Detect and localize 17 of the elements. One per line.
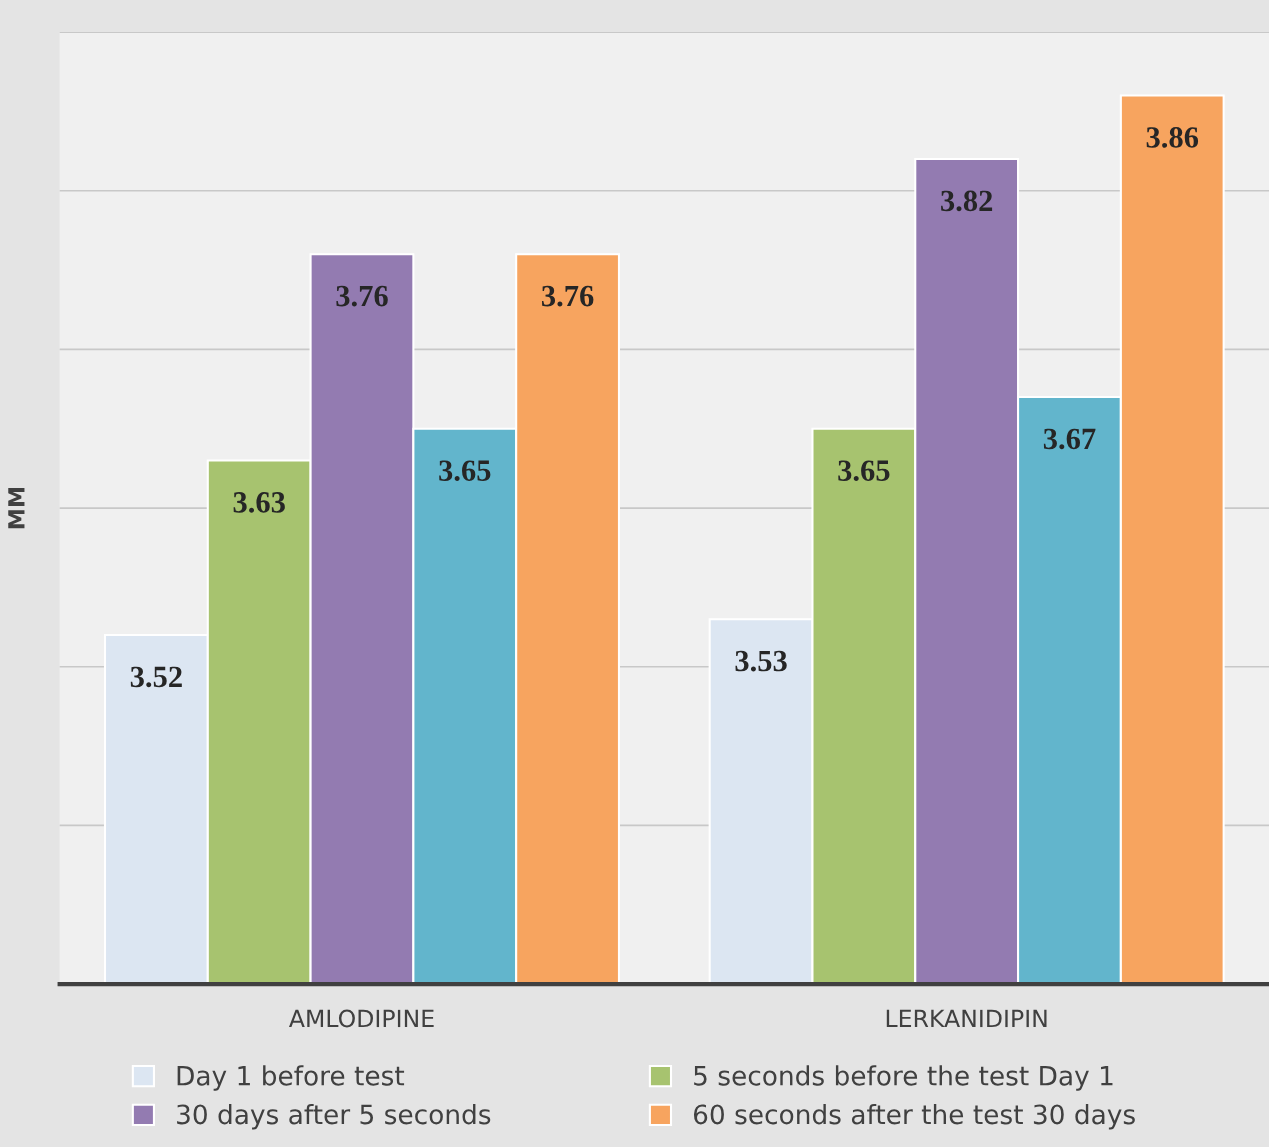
data-label: 3.86	[1146, 127, 1199, 148]
data-label: 3.65	[838, 460, 890, 482]
x-tick-label: AMLODIPINE	[289, 1009, 434, 1028]
legend-label: Day 1 before test	[177, 1065, 405, 1091]
data-label: 3.53	[735, 650, 787, 672]
data-label: 3.76	[541, 285, 594, 307]
data-label: 3.76	[336, 285, 388, 307]
data-label: 3.52	[130, 666, 182, 688]
data-label: 3.67	[1043, 428, 1096, 450]
data-label: 3.82	[941, 190, 993, 212]
legend-label: 30 days after 5 seconds	[177, 1103, 491, 1130]
x-tick-label: LERKANIDIPIN	[886, 1009, 1047, 1028]
legend-label: 5 seconds before the test Day 1	[694, 1065, 1113, 1091]
y-axis-title: MM	[8, 488, 25, 529]
data-label: 3.63	[233, 492, 285, 513]
legend-label: 60 seconds after the test 30 days	[693, 1103, 1135, 1130]
data-label: 3.65	[439, 460, 491, 482]
